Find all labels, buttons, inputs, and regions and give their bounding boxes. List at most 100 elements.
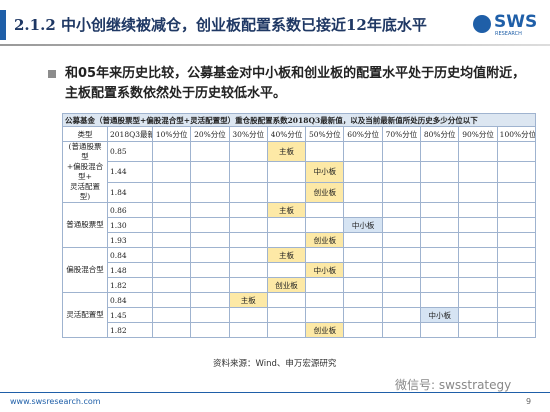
empty-cell [228, 181, 268, 204]
value-cell: 1.82 [107, 277, 153, 293]
marker-cell: 主板 [228, 292, 268, 308]
empty-cell [496, 217, 537, 233]
empty-cell [381, 277, 422, 293]
empty-cell [228, 307, 268, 323]
divider [0, 44, 550, 46]
column-header: 30%分位 [228, 126, 268, 142]
empty-cell [381, 181, 422, 204]
empty-cell [228, 277, 268, 293]
empty-cell [151, 140, 192, 163]
empty-cell [343, 247, 383, 263]
marker-cell: 创业板 [305, 322, 345, 338]
logo-sub: RESEARCH [495, 31, 522, 37]
value-cell: 1.93 [107, 232, 153, 248]
empty-cell [266, 307, 307, 323]
empty-cell [420, 277, 460, 293]
empty-cell [420, 292, 460, 308]
value-cell: 0.84 [107, 292, 153, 308]
empty-cell [151, 202, 192, 218]
empty-cell [190, 161, 230, 183]
empty-cell [228, 161, 268, 183]
empty-cell [496, 181, 537, 204]
column-header: 10%分位 [151, 126, 192, 142]
empty-cell [458, 277, 498, 293]
marker-cell: 创业板 [305, 181, 345, 204]
title-bar [0, 10, 6, 40]
group-label: 普通股票型 [62, 202, 108, 248]
empty-cell [458, 181, 498, 204]
table-row: 1.82 创业板 [63, 277, 537, 293]
empty-cell [420, 161, 460, 183]
empty-cell [305, 202, 345, 218]
empty-cell [381, 202, 422, 218]
marker-cell: 主板 [266, 140, 307, 163]
empty-cell [381, 161, 422, 183]
marker-cell: 主板 [266, 202, 307, 218]
empty-cell [381, 217, 422, 233]
column-header: 70%分位 [381, 126, 422, 142]
empty-cell [496, 307, 537, 323]
value-cell: 1.44 [107, 161, 153, 183]
marker-cell: 创业板 [305, 232, 345, 248]
empty-cell [381, 140, 422, 163]
empty-cell [190, 217, 230, 233]
empty-cell [420, 247, 460, 263]
empty-cell [458, 247, 498, 263]
marker-cell: 创业板 [266, 277, 307, 293]
empty-cell [266, 181, 307, 204]
empty-cell [151, 247, 192, 263]
empty-cell [190, 181, 230, 204]
column-header: 90%分位 [458, 126, 498, 142]
marker-cell: 主板 [266, 247, 307, 263]
empty-cell [496, 232, 537, 248]
value-cell: 0.85 [107, 140, 153, 163]
empty-cell [381, 307, 422, 323]
empty-cell [343, 307, 383, 323]
value-cell: 1.84 [107, 181, 153, 204]
marker-cell: 中小板 [420, 307, 460, 323]
empty-cell [228, 262, 268, 278]
group-label: (普通股票型 +偏股混合型+ 灵活配置型) [62, 141, 108, 203]
empty-cell [496, 140, 537, 163]
empty-cell [190, 277, 230, 293]
empty-cell [496, 161, 537, 183]
empty-cell [496, 292, 537, 308]
table: 公募基金（普通股票型+偏股混合型+灵活配置型）重仓股配置系数2018Q3最新值，… [61, 113, 537, 338]
title-row: 公募基金（普通股票型+偏股混合型+灵活配置型）重仓股配置系数2018Q3最新值，… [61, 113, 537, 127]
empty-cell [305, 140, 345, 163]
empty-cell [343, 322, 383, 338]
empty-cell [305, 217, 345, 233]
empty-cell [266, 292, 307, 308]
empty-cell [458, 140, 498, 163]
column-header: 20%分位 [190, 126, 230, 142]
empty-cell [190, 247, 230, 263]
empty-cell [305, 277, 345, 293]
empty-cell [343, 161, 383, 183]
column-header: 100%分位 [496, 126, 537, 142]
empty-cell [190, 322, 230, 338]
source: 资料来源：Wind、申万宏源研究 [213, 359, 337, 369]
value-cell: 1.30 [107, 217, 153, 233]
logo: SWS [494, 12, 538, 32]
empty-cell [420, 217, 460, 233]
empty-cell [458, 161, 498, 183]
column-header: 50%分位 [305, 126, 345, 142]
footer-line [0, 392, 550, 393]
table-row: 1.84 创业板 [63, 181, 537, 204]
table-title: 公募基金（普通股票型+偏股混合型+灵活配置型）重仓股配置系数2018Q3最新值，… [61, 113, 537, 127]
empty-cell [151, 217, 192, 233]
footer-url: www.swsresearch.com [10, 397, 101, 406]
empty-cell [458, 262, 498, 278]
empty-cell [420, 140, 460, 163]
group-label: 灵活配置型 [62, 292, 108, 338]
empty-cell [228, 247, 268, 263]
empty-cell [458, 202, 498, 218]
empty-cell [381, 232, 422, 248]
value-cell: 0.86 [107, 202, 153, 218]
empty-cell [190, 202, 230, 218]
empty-cell [343, 277, 383, 293]
empty-cell [151, 322, 192, 338]
page-number: 9 [526, 397, 532, 406]
empty-cell [151, 181, 192, 204]
